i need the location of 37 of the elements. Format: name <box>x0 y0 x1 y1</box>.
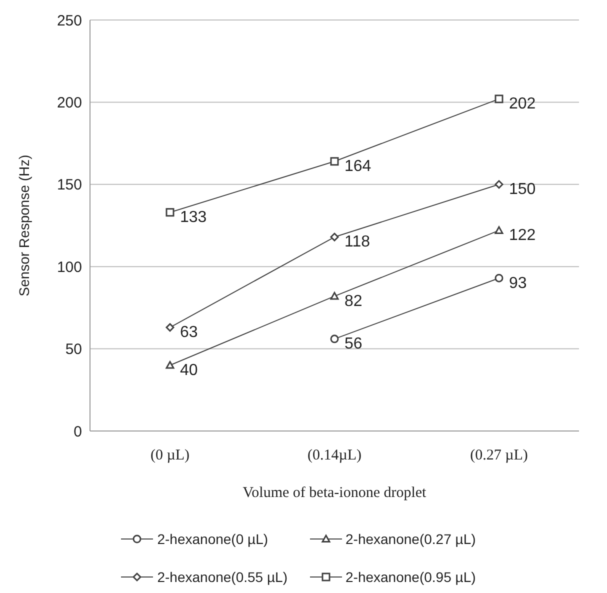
data-label: 56 <box>344 336 362 353</box>
data-label: 133 <box>180 209 207 226</box>
legend-label: 2-hexanone(0.55 µL) <box>157 569 288 585</box>
x-tick-label: (0.27 µL) <box>470 448 528 464</box>
data-label: 40 <box>180 362 198 379</box>
data-label: 82 <box>344 292 362 310</box>
data-label: 202 <box>509 96 536 113</box>
point <box>494 226 504 234</box>
point <box>166 360 174 369</box>
point <box>166 323 174 332</box>
data-label: 63 <box>180 324 198 342</box>
y-tick-label: 50 <box>65 341 82 358</box>
point <box>166 208 174 217</box>
point <box>330 334 339 344</box>
x-tick-label: (0 µL) <box>150 448 190 464</box>
y-tick-label: 250 <box>56 12 82 30</box>
x-axis-title: Volume of beta-ionone droplet <box>242 485 428 501</box>
x-tick-label: (0.14µL) <box>307 448 362 464</box>
data-label: 93 <box>509 274 527 292</box>
point <box>330 157 339 166</box>
y-tick-label: 200 <box>56 94 82 112</box>
y-tick-label: 0 <box>74 423 82 440</box>
y-tick-label: 100 <box>56 258 82 276</box>
point <box>494 180 504 189</box>
legend-label: 2-hexanone(0 µL) <box>157 531 268 547</box>
data-label: 164 <box>344 158 372 176</box>
point <box>494 94 504 104</box>
data-label: 118 <box>344 234 370 251</box>
data-label: 150 <box>509 181 536 198</box>
point <box>494 274 504 282</box>
legend-label: 2-hexanone(0.27 µL) <box>346 531 476 547</box>
point <box>330 232 339 242</box>
data-label: 122 <box>509 227 536 244</box>
point <box>330 292 339 300</box>
y-axis-title: Sensor Response (Hz) <box>16 154 32 296</box>
y-tick-label: 150 <box>56 176 82 194</box>
legend-label: 2-hexanone(0.95 µL) <box>346 569 476 585</box>
